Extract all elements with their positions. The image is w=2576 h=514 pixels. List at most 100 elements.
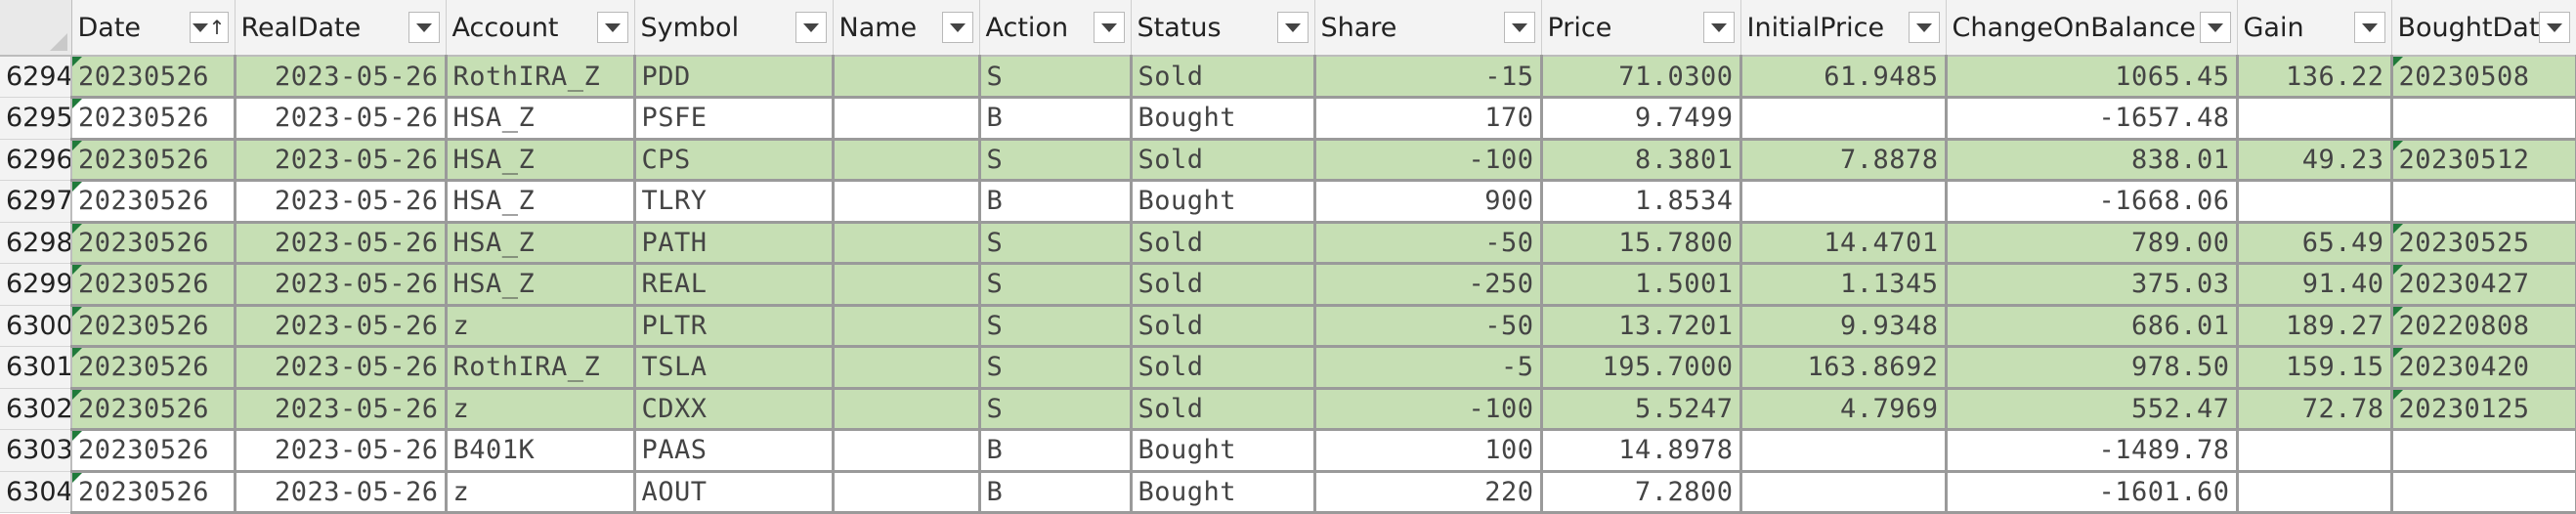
cell-action[interactable]: S (979, 222, 1133, 265)
cell-realdate[interactable]: 2023-05-26 (235, 471, 448, 514)
column-header-account[interactable]: Account (446, 0, 635, 57)
row-number[interactable]: 6300 (0, 305, 72, 347)
cell-status[interactable]: Bought (1131, 429, 1316, 473)
cell-symbol[interactable]: PDD (634, 56, 835, 99)
cell-gain[interactable]: 91.40 (2237, 263, 2393, 307)
cell-share[interactable]: -15 (1314, 56, 1543, 99)
cell-gain[interactable]: 189.27 (2237, 305, 2393, 348)
cell-price[interactable]: 14.8978 (1541, 429, 1742, 473)
column-header-price[interactable]: Price (1541, 0, 1741, 57)
cell-initialprice[interactable]: 4.7969 (1740, 388, 1948, 431)
filter-dropdown-button[interactable] (941, 12, 973, 43)
row-number[interactable]: 6303 (0, 429, 72, 472)
cell-realdate[interactable]: 2023-05-26 (235, 56, 448, 99)
cell-symbol[interactable]: PSFE (634, 97, 835, 141)
cell-gain[interactable] (2237, 471, 2393, 514)
cell-realdate[interactable]: 2023-05-26 (235, 263, 448, 307)
cell-realdate[interactable]: 2023-05-26 (235, 388, 448, 431)
cell-action[interactable]: S (979, 139, 1133, 182)
column-header-share[interactable]: Share (1314, 0, 1542, 57)
cell-gain[interactable]: 72.78 (2237, 388, 2393, 431)
cell-gain[interactable] (2237, 429, 2393, 473)
cell-name[interactable] (833, 222, 981, 265)
cell-status[interactable]: Bought (1131, 97, 1316, 141)
cell-boughtdate[interactable] (2391, 180, 2576, 224)
filter-dropdown-button[interactable] (1702, 12, 1735, 43)
cell-name[interactable] (833, 305, 981, 348)
cell-boughtdate[interactable]: 20220808 (2391, 305, 2576, 348)
filter-dropdown-button[interactable]: ↑ (189, 12, 229, 43)
cell-date[interactable]: 20230526 (71, 56, 236, 99)
row-number[interactable]: 6297 (0, 180, 72, 223)
cell-symbol[interactable]: PATH (634, 222, 835, 265)
filter-dropdown-button[interactable] (1908, 12, 1940, 43)
cell-symbol[interactable]: PAAS (634, 429, 835, 473)
cell-action[interactable]: B (979, 97, 1133, 141)
cell-action[interactable]: S (979, 305, 1133, 348)
filter-dropdown-button[interactable] (596, 12, 628, 43)
cell-action[interactable]: S (979, 56, 1133, 99)
cell-account[interactable]: HSA_Z (446, 263, 636, 307)
cell-account[interactable]: z (446, 388, 636, 431)
filter-dropdown-button[interactable] (1503, 12, 1535, 43)
cell-initialprice[interactable] (1740, 180, 1948, 224)
cell-share[interactable]: -50 (1314, 222, 1543, 265)
cell-action[interactable]: B (979, 471, 1133, 514)
cell-initialprice[interactable]: 14.4701 (1740, 222, 1948, 265)
cell-share[interactable]: -100 (1314, 139, 1543, 182)
cell-realdate[interactable]: 2023-05-26 (235, 222, 448, 265)
cell-price[interactable]: 9.7499 (1541, 97, 1742, 141)
cell-date[interactable]: 20230526 (71, 346, 236, 390)
cell-initialprice[interactable]: 61.9485 (1740, 56, 1948, 99)
column-header-initialprice[interactable]: InitialPrice (1740, 0, 1947, 57)
cell-share[interactable]: 220 (1314, 471, 1543, 514)
cell-boughtdate[interactable]: 20230508 (2391, 56, 2576, 99)
cell-realdate[interactable]: 2023-05-26 (235, 97, 448, 141)
cell-changeonbalance[interactable]: 838.01 (1946, 139, 2239, 182)
cell-account[interactable]: z (446, 471, 636, 514)
cell-symbol[interactable]: AOUT (634, 471, 835, 514)
cell-action[interactable]: S (979, 263, 1133, 307)
select-all-corner[interactable] (0, 0, 72, 57)
cell-account[interactable]: HSA_Z (446, 97, 636, 141)
column-header-date[interactable]: Date ↑ (71, 0, 236, 57)
cell-price[interactable]: 1.8534 (1541, 180, 1742, 224)
cell-symbol[interactable]: REAL (634, 263, 835, 307)
cell-realdate[interactable]: 2023-05-26 (235, 429, 448, 473)
cell-changeonbalance[interactable]: -1657.48 (1946, 97, 2239, 141)
cell-share[interactable]: 100 (1314, 429, 1543, 473)
cell-date[interactable]: 20230526 (71, 139, 236, 182)
column-header-name[interactable]: Name (833, 0, 980, 57)
cell-share[interactable]: 900 (1314, 180, 1543, 224)
column-header-gain[interactable]: Gain (2237, 0, 2392, 57)
cell-name[interactable] (833, 56, 981, 99)
cell-initialprice[interactable]: 9.9348 (1740, 305, 1948, 348)
cell-initialprice[interactable]: 1.1345 (1740, 263, 1948, 307)
cell-name[interactable] (833, 471, 981, 514)
cell-date[interactable]: 20230526 (71, 97, 236, 141)
cell-name[interactable] (833, 97, 981, 141)
cell-changeonbalance[interactable]: 375.03 (1946, 263, 2239, 307)
cell-date[interactable]: 20230526 (71, 388, 236, 431)
cell-date[interactable]: 20230526 (71, 222, 236, 265)
cell-initialprice[interactable] (1740, 471, 1948, 514)
cell-share[interactable]: -100 (1314, 388, 1543, 431)
cell-name[interactable] (833, 139, 981, 182)
cell-changeonbalance[interactable]: -1668.06 (1946, 180, 2239, 224)
cell-account[interactable]: HSA_Z (446, 222, 636, 265)
cell-name[interactable] (833, 429, 981, 473)
cell-boughtdate[interactable]: 20230420 (2391, 346, 2576, 390)
cell-initialprice[interactable] (1740, 97, 1948, 141)
cell-gain[interactable]: 136.22 (2237, 56, 2393, 99)
cell-account[interactable]: z (446, 305, 636, 348)
cell-date[interactable]: 20230526 (71, 429, 236, 473)
cell-realdate[interactable]: 2023-05-26 (235, 305, 448, 348)
cell-share[interactable]: -50 (1314, 305, 1543, 348)
cell-boughtdate[interactable]: 20230427 (2391, 263, 2576, 307)
cell-price[interactable]: 15.7800 (1541, 222, 1742, 265)
cell-status[interactable]: Sold (1131, 346, 1316, 390)
cell-symbol[interactable]: PLTR (634, 305, 835, 348)
cell-account[interactable]: HSA_Z (446, 180, 636, 224)
row-number[interactable]: 6298 (0, 222, 72, 264)
cell-symbol[interactable]: CDXX (634, 388, 835, 431)
